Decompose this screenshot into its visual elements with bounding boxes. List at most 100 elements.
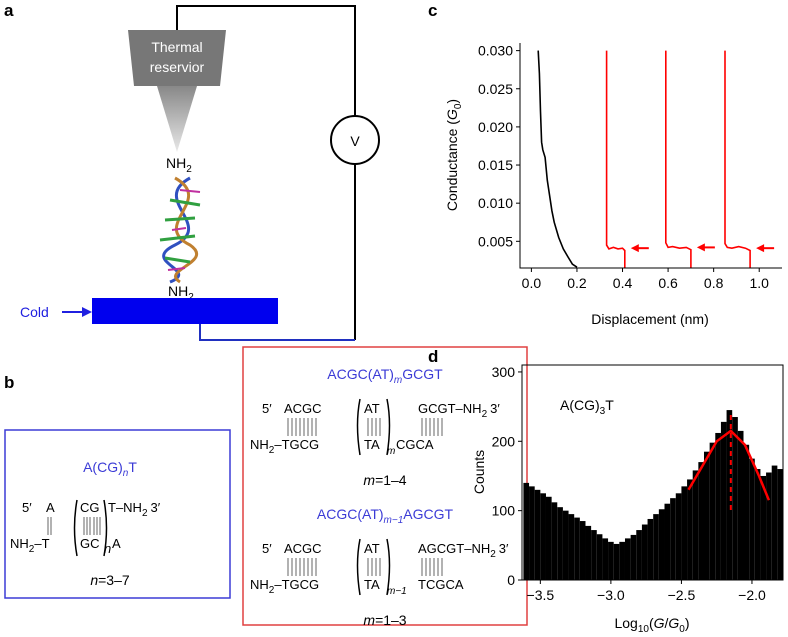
label-text: G bbox=[668, 615, 679, 631]
seq-text: AGCGT bbox=[403, 506, 453, 522]
seq-piece: NH2–TGCG bbox=[250, 437, 319, 456]
histogram-bar bbox=[534, 489, 541, 580]
seq-piece: T–NH2 3′ bbox=[108, 500, 161, 519]
x-tick-label: 0.0 bbox=[522, 275, 542, 291]
seq-piece: ACGC bbox=[284, 401, 322, 416]
x-tick-label: 1.0 bbox=[749, 275, 769, 291]
seq-piece: TCGCA bbox=[418, 577, 464, 592]
seq-piece: NH2–T bbox=[10, 536, 50, 555]
histogram-bar bbox=[777, 469, 783, 580]
x-tick-label: −3.5 bbox=[527, 587, 555, 603]
histogram-bar bbox=[557, 507, 563, 580]
label-sub: 0 bbox=[453, 103, 464, 109]
seq-sub: 2 bbox=[482, 409, 488, 420]
label-text: / bbox=[665, 615, 669, 631]
histogram-bar bbox=[698, 462, 704, 580]
x-tick-label: 0.6 bbox=[658, 275, 678, 291]
pair-lines bbox=[287, 418, 443, 436]
histogram-bar bbox=[568, 514, 575, 580]
range-label: n=3–7 bbox=[90, 572, 130, 588]
trace bbox=[605, 50, 626, 268]
label-sub: 0 bbox=[679, 624, 685, 635]
cold-electrode bbox=[92, 298, 278, 324]
histogram-bar bbox=[766, 472, 772, 580]
histogram-bar bbox=[743, 444, 750, 580]
label-text: ( bbox=[649, 615, 654, 631]
thermal-reservoir bbox=[128, 30, 226, 86]
seq-piece: CGCA bbox=[396, 437, 434, 452]
histogram-bar bbox=[771, 465, 778, 580]
range-var: n bbox=[90, 572, 98, 588]
x-axis-label: Displacement (nm) bbox=[591, 311, 708, 327]
sequence-title: ACGC(AT)m−1AGCGT bbox=[317, 506, 454, 526]
seq-piece: AGCGT–NH2 3′ bbox=[418, 541, 509, 560]
histogram-bar bbox=[715, 432, 721, 580]
seq-sub: m−1 bbox=[387, 586, 407, 597]
y-tick-label: 300 bbox=[492, 364, 516, 380]
helix-strand bbox=[174, 176, 199, 284]
histogram-bar bbox=[545, 496, 552, 580]
seq-sub: 2 bbox=[490, 549, 496, 560]
y-tick-label: 0.020 bbox=[478, 119, 513, 135]
histogram-bar bbox=[574, 517, 580, 580]
trace bbox=[537, 50, 578, 268]
wire bbox=[176, 5, 356, 116]
amine-text: NH bbox=[166, 155, 186, 171]
histogram-bar bbox=[760, 475, 767, 580]
sequence-title: ACGC(AT)mGCGT bbox=[327, 366, 443, 386]
histogram-bar bbox=[709, 442, 716, 580]
y-tick-label: 0.005 bbox=[478, 233, 513, 249]
histogram-bar bbox=[737, 430, 744, 580]
arrowhead bbox=[82, 307, 92, 317]
label-sub: 10 bbox=[638, 624, 650, 635]
histogram-bar bbox=[692, 470, 699, 580]
y-tick-label: 0.015 bbox=[478, 157, 513, 173]
seq-piece: GC bbox=[80, 536, 100, 551]
dna-helix bbox=[159, 176, 201, 284]
histogram-bar bbox=[602, 538, 609, 580]
fit-curve bbox=[687, 429, 771, 501]
range-label: m=1–3 bbox=[363, 612, 406, 628]
seq-sub: 2 bbox=[29, 544, 35, 555]
histogram-bar bbox=[749, 458, 755, 580]
label-text: Conductance ( bbox=[444, 120, 460, 211]
arrowhead bbox=[630, 244, 639, 253]
range-label: m=1–4 bbox=[363, 472, 406, 488]
label-text: ) bbox=[444, 99, 460, 104]
panel-label: b bbox=[4, 373, 14, 392]
seq-text: NH bbox=[250, 577, 269, 592]
seq-piece: A bbox=[112, 536, 121, 551]
panel-label: c bbox=[428, 1, 437, 20]
range-var: m bbox=[363, 612, 375, 628]
amine-sub: 2 bbox=[186, 164, 192, 175]
histogram-bar bbox=[591, 530, 597, 580]
tip bbox=[157, 86, 197, 152]
cold-label: Cold bbox=[20, 304, 49, 320]
histogram-bar bbox=[647, 518, 654, 580]
histogram-bar bbox=[641, 524, 648, 580]
seq-text: ACGC(AT) bbox=[327, 366, 394, 382]
histogram-bar bbox=[596, 534, 603, 580]
histogram-bar bbox=[664, 503, 671, 580]
histogram-bar bbox=[624, 538, 631, 580]
annotation: A(CG)3T bbox=[560, 397, 614, 417]
y-axis-label: Counts bbox=[471, 450, 487, 494]
axis bbox=[519, 43, 782, 269]
seq-text: 3′ bbox=[499, 541, 509, 556]
seq-text: A(CG) bbox=[83, 459, 123, 475]
seq-text: GCGT–NH bbox=[418, 401, 482, 416]
x-tick-label: −2.5 bbox=[668, 587, 696, 603]
histogram-bar bbox=[732, 417, 738, 580]
seq-text: 3′ bbox=[151, 500, 161, 515]
range-text: =1–4 bbox=[375, 472, 407, 488]
seq-piece: ACGC bbox=[284, 541, 322, 556]
arrowhead bbox=[696, 243, 705, 252]
histogram-bar bbox=[585, 525, 592, 580]
histogram-bar bbox=[681, 486, 688, 580]
amine-label: NH2 bbox=[168, 283, 194, 303]
seq-sub: m bbox=[394, 375, 402, 386]
seq-text: –TGCG bbox=[274, 437, 319, 452]
seq-text: GCGT bbox=[402, 366, 443, 382]
seq-text: ACGC(AT) bbox=[317, 506, 384, 522]
